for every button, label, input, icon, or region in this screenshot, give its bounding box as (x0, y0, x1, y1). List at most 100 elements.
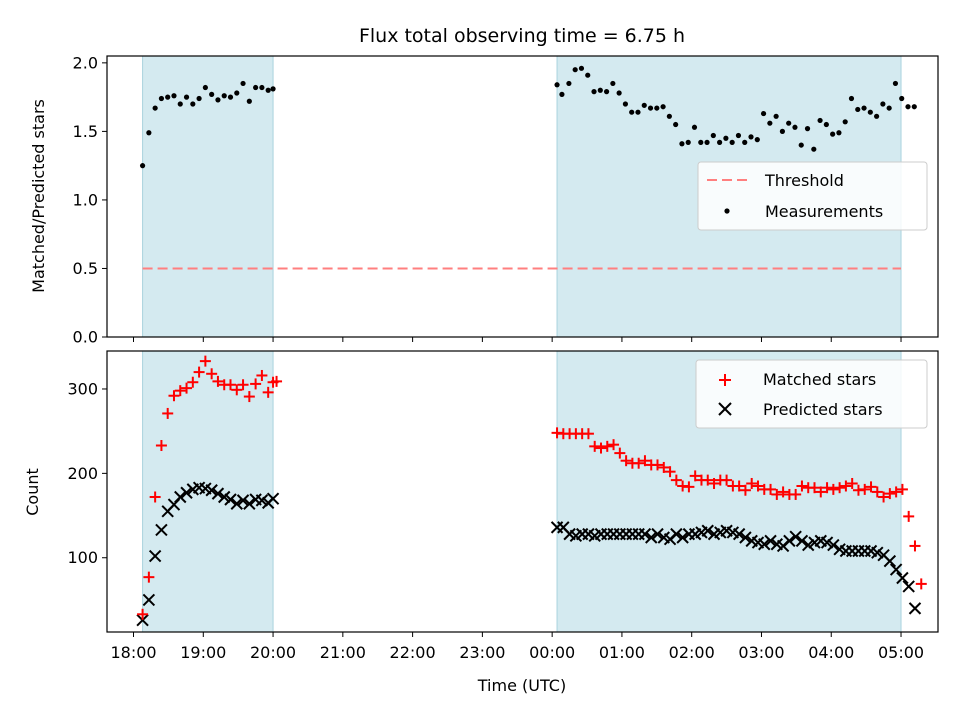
predicted-point (902, 580, 915, 593)
measurement-point (578, 65, 585, 71)
matched-point (639, 455, 651, 467)
measurement-point (253, 84, 259, 91)
measurement-point (905, 104, 911, 110)
measurement-point (616, 90, 622, 96)
measurement-point (723, 135, 729, 141)
predicted-point (802, 538, 815, 552)
x-axis-title: Time (UTC) (477, 676, 566, 695)
matched-point (903, 510, 915, 522)
predicted-point-stroke (896, 571, 909, 585)
matched-point (871, 486, 883, 498)
predicted-point-stroke (814, 534, 827, 548)
measurement-point (742, 139, 748, 145)
measurement-point (886, 105, 892, 111)
measurement-point (786, 120, 792, 126)
bottom-axes-frame (106, 350, 939, 633)
measurement-point (817, 117, 823, 124)
measurement-point (867, 109, 873, 115)
predicted-point (883, 554, 897, 568)
predicted-point-stroke (676, 531, 689, 544)
measurement-point (880, 101, 886, 107)
predicted-point-stroke (802, 538, 815, 552)
x-tick-label: 18:00 (110, 643, 156, 662)
chart-title: Flux total observing time = 6.75 h (359, 25, 685, 47)
matched-point (620, 455, 632, 467)
matched-point (143, 571, 155, 583)
predicted-point-stroke (211, 487, 225, 500)
matched-point (821, 482, 833, 494)
predicted-point (136, 613, 149, 627)
y-tick-label: 100 (67, 548, 98, 567)
measurement-point (572, 67, 578, 73)
measurement-point (196, 95, 202, 102)
predicted-series (136, 481, 922, 627)
predicted-point-stroke (657, 531, 670, 544)
measurement-point (855, 106, 861, 113)
measurement-point (246, 98, 252, 104)
x-tick-label: 19:00 (180, 643, 226, 662)
measurement-point (698, 139, 704, 145)
x-tick-label: 03:00 (738, 643, 784, 662)
predicted-point (142, 593, 156, 607)
measurement-point (823, 121, 829, 128)
predicted-point-stroke (739, 531, 752, 544)
predicted-point (676, 531, 689, 544)
matched-point (721, 474, 733, 486)
predicted-point-stroke (563, 527, 576, 541)
measurement-point (234, 90, 240, 96)
measurement-point (792, 124, 798, 130)
measurement-point (899, 95, 905, 102)
measurements-series (139, 65, 917, 169)
y-tick-label: 1.0 (73, 190, 98, 209)
top-axes-frame (106, 55, 939, 338)
measurement-point (654, 105, 660, 111)
predicted-point (645, 531, 658, 544)
predicted-point (236, 494, 250, 507)
measurement-point (748, 134, 754, 140)
predicted-point-stroke (764, 534, 777, 548)
matched-point (752, 480, 764, 492)
matched-point (896, 483, 908, 495)
measurement-point (227, 94, 234, 100)
matched-point (652, 459, 664, 471)
x-tick-label: 23:00 (459, 643, 505, 662)
x-tick-label: 01:00 (599, 643, 645, 662)
measurement-point (691, 124, 698, 130)
predicted-point-stroke (701, 524, 714, 537)
measurement-point (735, 132, 742, 139)
measurement-point (270, 86, 276, 92)
matched-point (168, 390, 180, 402)
matched-point (846, 477, 858, 489)
predicted-point (148, 549, 162, 563)
measurement-point (146, 130, 152, 136)
measurement-point (585, 72, 591, 78)
matched-point (224, 379, 236, 391)
x-tick-label: 00:00 (529, 643, 575, 662)
measurement-point (660, 104, 666, 110)
matched-point (243, 391, 255, 403)
measurement-point (610, 80, 616, 87)
measurement-point (842, 119, 848, 125)
predicted-point (758, 538, 771, 551)
x-tick-label: 20:00 (250, 643, 296, 662)
predicted-point-stroke (820, 536, 834, 549)
predicted-point-stroke (638, 527, 652, 541)
predicted-point-stroke (180, 486, 193, 499)
x-tick-label: 02:00 (669, 643, 715, 662)
predicted-point-stroke (795, 534, 809, 548)
predicted-point-stroke (230, 497, 243, 510)
matched-point (250, 378, 262, 390)
measurement-point (892, 80, 899, 87)
predicted-point (651, 527, 664, 541)
bottom-legend: Matched stars Predicted stars (695, 359, 928, 429)
predicted-point-stroke (557, 521, 570, 534)
measurement-point (798, 142, 804, 148)
legend-measurements-swatch (724, 208, 730, 214)
predicted-point (871, 546, 884, 559)
predicted-point-stroke (199, 482, 212, 495)
predicted-point-stroke (582, 527, 595, 541)
measurement-point (704, 139, 710, 145)
predicted-point (732, 527, 746, 541)
top-legend: Threshold Measurements (697, 161, 928, 231)
